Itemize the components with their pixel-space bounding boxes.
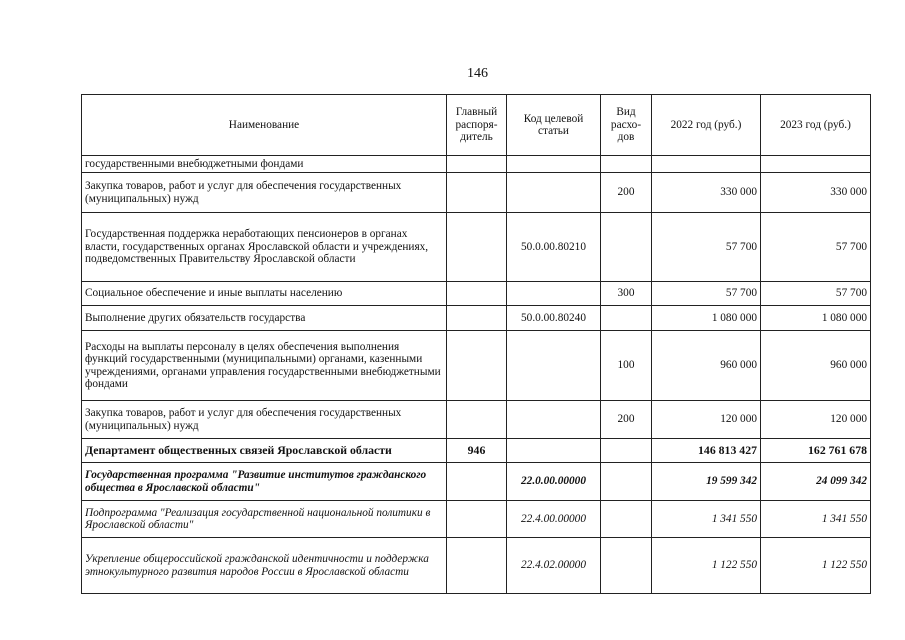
row-amount-2022: 19 599 342 [651, 462, 761, 501]
row-amount-2023 [760, 155, 871, 173]
row-amount-2022: 146 813 427 [651, 438, 761, 463]
row-amount-2022: 57 700 [651, 212, 761, 282]
header-name: Наименование [81, 94, 447, 156]
row-name: Социальное обеспечение и иные выплаты на… [81, 281, 447, 306]
table-row: Государственная программа "Развитие инст… [81, 462, 871, 501]
row-amount-2023: 57 700 [760, 281, 871, 306]
table-row: Социальное обеспечение и иные выплаты на… [81, 281, 871, 306]
row-name: Выполнение других обязательств государст… [81, 305, 447, 331]
row-target-code [506, 155, 601, 173]
row-amount-2022: 330 000 [651, 172, 761, 213]
row-name: Департамент общественных связей Ярославс… [81, 438, 447, 463]
table-row: государственными внебюджетными фондами [81, 155, 871, 173]
table-row: Закупка товаров, работ и услуг для обесп… [81, 172, 871, 213]
row-target-code: 22.4.02.00000 [506, 537, 601, 594]
table-header-row: Наименование Главный распоря-дитель Код … [81, 94, 871, 156]
row-chief-manager [446, 330, 507, 401]
header-2023: 2023 год (руб.) [760, 94, 871, 156]
page-number: 146 [467, 66, 488, 81]
row-amount-2022: 57 700 [651, 281, 761, 306]
row-chief-manager [446, 172, 507, 213]
row-chief-manager [446, 212, 507, 282]
row-expense-type [600, 305, 652, 331]
row-expense-type [600, 462, 652, 501]
row-name: Расходы на выплаты персоналу в целях обе… [81, 330, 447, 401]
table-row: Государственная поддержка неработающих п… [81, 212, 871, 282]
table-row: Укрепление общероссийской гражданской ид… [81, 537, 871, 594]
table-row: Расходы на выплаты персоналу в целях обе… [81, 330, 871, 401]
row-target-code [506, 172, 601, 213]
table-row: Закупка товаров, работ и услуг для обесп… [81, 400, 871, 439]
row-target-code: 22.0.00.00000 [506, 462, 601, 501]
row-expense-type: 300 [600, 281, 652, 306]
row-amount-2022: 120 000 [651, 400, 761, 439]
row-chief-manager [446, 462, 507, 501]
row-name: Государственная программа "Развитие инст… [81, 462, 447, 501]
row-amount-2022: 960 000 [651, 330, 761, 401]
row-target-code: 22.4.00.00000 [506, 500, 601, 538]
row-target-code [506, 281, 601, 306]
row-amount-2023: 24 099 342 [760, 462, 871, 501]
row-amount-2023: 1 122 550 [760, 537, 871, 594]
row-expense-type [600, 212, 652, 282]
header-target-code: Код целевой статьи [506, 94, 601, 156]
row-expense-type: 100 [600, 330, 652, 401]
row-expense-type [600, 500, 652, 538]
row-target-code: 50.0.00.80210 [506, 212, 601, 282]
table-row: Подпрограмма "Реализация государственной… [81, 500, 871, 538]
row-name: Закупка товаров, работ и услуг для обесп… [81, 172, 447, 213]
budget-table: Наименование Главный распоря-дитель Код … [81, 94, 871, 594]
row-amount-2023: 330 000 [760, 172, 871, 213]
row-amount-2023: 162 761 678 [760, 438, 871, 463]
row-expense-type [600, 155, 652, 173]
row-name: Укрепление общероссийской гражданской ид… [81, 537, 447, 594]
table-row: Департамент общественных связей Ярославс… [81, 438, 871, 463]
row-name: Государственная поддержка неработающих п… [81, 212, 447, 282]
row-expense-type [600, 438, 652, 463]
row-amount-2023: 57 700 [760, 212, 871, 282]
row-target-code [506, 330, 601, 401]
row-amount-2022: 1 080 000 [651, 305, 761, 331]
row-expense-type: 200 [600, 400, 652, 439]
row-amount-2023: 120 000 [760, 400, 871, 439]
row-amount-2023: 1 080 000 [760, 305, 871, 331]
row-target-code [506, 438, 601, 463]
row-expense-type: 200 [600, 172, 652, 213]
row-chief-manager [446, 305, 507, 331]
row-chief-manager [446, 281, 507, 306]
row-name: Закупка товаров, работ и услуг для обесп… [81, 400, 447, 439]
header-2022: 2022 год (руб.) [651, 94, 761, 156]
row-amount-2023: 960 000 [760, 330, 871, 401]
row-chief-manager [446, 155, 507, 173]
row-chief-manager [446, 537, 507, 594]
row-amount-2023: 1 341 550 [760, 500, 871, 538]
header-expense-type: Вид расхо-дов [600, 94, 652, 156]
row-chief-manager: 946 [446, 438, 507, 463]
row-target-code [506, 400, 601, 439]
table-row: Выполнение других обязательств государст… [81, 305, 871, 331]
row-target-code: 50.0.00.80240 [506, 305, 601, 331]
row-expense-type [600, 537, 652, 594]
row-chief-manager [446, 400, 507, 439]
row-amount-2022: 1 341 550 [651, 500, 761, 538]
row-amount-2022: 1 122 550 [651, 537, 761, 594]
header-chief-manager: Главный распоря-дитель [446, 94, 507, 156]
row-amount-2022 [651, 155, 761, 173]
row-name: Подпрограмма "Реализация государственной… [81, 500, 447, 538]
row-name: государственными внебюджетными фондами [81, 155, 447, 173]
row-chief-manager [446, 500, 507, 538]
